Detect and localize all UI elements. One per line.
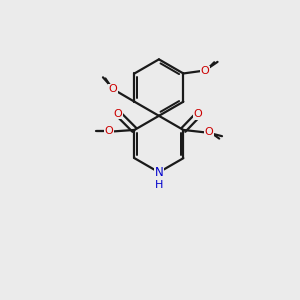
Text: O: O: [194, 110, 203, 119]
Text: O: O: [109, 84, 117, 94]
Text: O: O: [204, 127, 213, 137]
Text: N: N: [154, 166, 163, 179]
Text: O: O: [114, 109, 122, 118]
Text: H: H: [155, 180, 163, 190]
Text: O: O: [105, 126, 114, 136]
Text: O: O: [200, 66, 209, 76]
